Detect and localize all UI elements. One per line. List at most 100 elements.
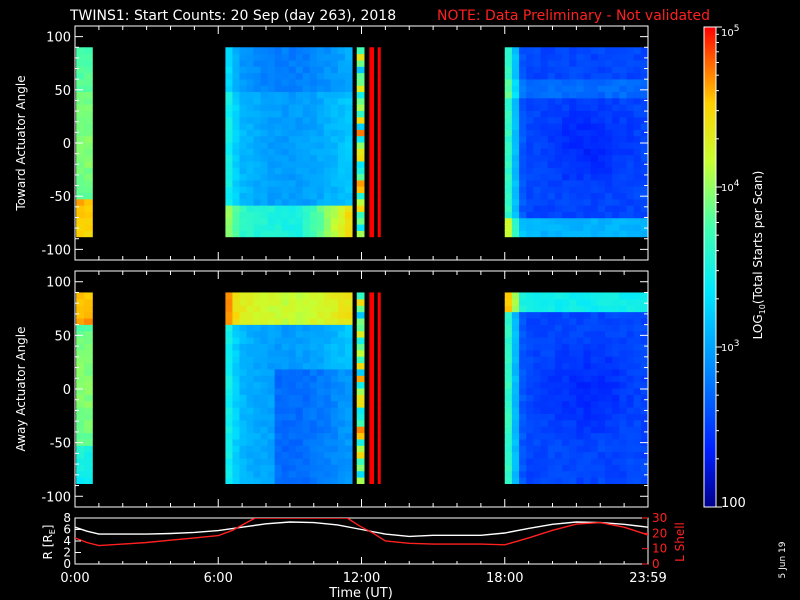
heatmap-cell — [633, 129, 642, 137]
heatmap-cell — [76, 426, 85, 434]
heatmap-cell — [295, 324, 304, 332]
heatmap-cell — [356, 337, 365, 344]
heatmap-cell — [554, 375, 563, 383]
heatmap-cell — [554, 305, 563, 313]
heatmap-cell — [309, 337, 318, 344]
heatmap-cell — [519, 426, 527, 434]
heatmap-cell — [519, 192, 527, 200]
heatmap-cell — [583, 205, 592, 212]
heatmap-cell — [356, 47, 365, 55]
heatmap-cell — [377, 97, 381, 105]
heatmap-cell — [316, 217, 325, 225]
heatmap-cell — [281, 413, 290, 421]
heatmap-cell — [633, 317, 642, 325]
heatmap-cell — [253, 211, 262, 219]
heatmap-cell — [605, 97, 613, 105]
heatmap-cell — [302, 186, 311, 194]
heatmap-cell — [612, 375, 620, 383]
heatmap-cell — [369, 470, 375, 478]
heatmap-cell — [605, 337, 613, 344]
heatmap-cell — [504, 305, 513, 313]
heatmap-cell — [356, 451, 365, 459]
heatmap-cell — [590, 356, 599, 364]
heatmap-cell — [246, 186, 255, 194]
heatmap-cell — [323, 324, 332, 332]
heatmap-cell — [246, 311, 255, 319]
heatmap-cell — [526, 413, 534, 421]
heatmap-cell — [253, 317, 262, 325]
heatmap-cell — [232, 148, 241, 156]
heatmap-cell — [288, 116, 297, 124]
heatmap-cell — [281, 129, 290, 137]
heatmap-cell — [597, 116, 606, 124]
heatmap-cell — [562, 419, 570, 427]
heatmap-cell — [605, 186, 613, 194]
heatmap-cell — [76, 91, 85, 99]
heatmap-cell — [337, 407, 346, 414]
heatmap-cell — [511, 413, 520, 421]
heatmap-cell — [302, 173, 311, 181]
heatmap-cell — [540, 78, 549, 86]
heatmap-cell — [225, 292, 234, 300]
heatmap-cell — [554, 387, 563, 395]
heatmap-cell — [253, 438, 262, 446]
heatmap-cell — [583, 311, 592, 319]
heatmap-cell — [576, 91, 585, 99]
heatmap-cell — [605, 477, 613, 484]
heatmap-cell — [302, 217, 311, 225]
heatmap-cell — [569, 426, 577, 434]
heatmap-cell — [633, 477, 642, 484]
heatmap-cell — [84, 53, 93, 61]
heatmap-cell — [288, 362, 297, 370]
heatmap-cell — [583, 104, 592, 111]
heatmap-cell — [576, 72, 585, 80]
heatmap-cell — [267, 186, 276, 194]
heatmap-cell — [569, 362, 577, 370]
heatmap-cell — [540, 426, 549, 434]
heatmap-cell — [330, 477, 339, 484]
heatmap-cell — [323, 451, 332, 459]
heatmap-cell — [619, 53, 628, 61]
heatmap-cell — [76, 381, 85, 389]
heatmap-cell — [519, 129, 527, 137]
heatmap-cell — [504, 387, 513, 395]
heatmap-cell — [633, 349, 642, 357]
heatmap-cell — [267, 477, 276, 484]
heatmap-cell — [519, 407, 527, 414]
heatmap-cell — [225, 368, 234, 376]
heatmap-cell — [540, 135, 549, 143]
heatmap-cell — [84, 129, 93, 137]
heatmap-cell — [547, 337, 556, 344]
heatmap-cell — [288, 387, 297, 395]
heatmap-cell — [612, 173, 620, 181]
heatmap-cell — [633, 104, 642, 111]
heatmap-cell — [309, 205, 318, 212]
heatmap-cell — [302, 317, 311, 325]
heatmap-cell — [76, 47, 85, 55]
heatmap-cell — [590, 205, 599, 212]
heatmap-cell — [547, 123, 556, 130]
heatmap-cell — [232, 179, 241, 187]
heatmap-cell — [562, 167, 570, 175]
heatmap-cell — [246, 381, 255, 389]
heatmap-cell — [84, 407, 93, 414]
heatmap-cell — [605, 387, 613, 395]
heatmap-cell — [253, 311, 262, 319]
heatmap-cell — [309, 198, 318, 206]
heatmap-cell — [633, 368, 642, 376]
heatmap-cell — [225, 343, 234, 351]
heatmap-cell — [569, 167, 577, 175]
heatmap-cell — [369, 59, 375, 67]
heatmap-cell — [533, 407, 542, 414]
heatmap-cell — [569, 419, 577, 427]
heatmap-cell — [309, 230, 318, 238]
heatmap-cell — [554, 349, 563, 357]
heatmap-cell — [295, 368, 304, 376]
lshell-tick-label: 20 — [652, 526, 667, 540]
orbit-lines — [75, 518, 648, 547]
heatmap-cell — [246, 53, 255, 61]
heatmap-cell — [554, 317, 563, 325]
heatmap-cell — [605, 173, 613, 181]
heatmap-cell — [356, 457, 365, 465]
heatmap-cell — [323, 311, 332, 319]
